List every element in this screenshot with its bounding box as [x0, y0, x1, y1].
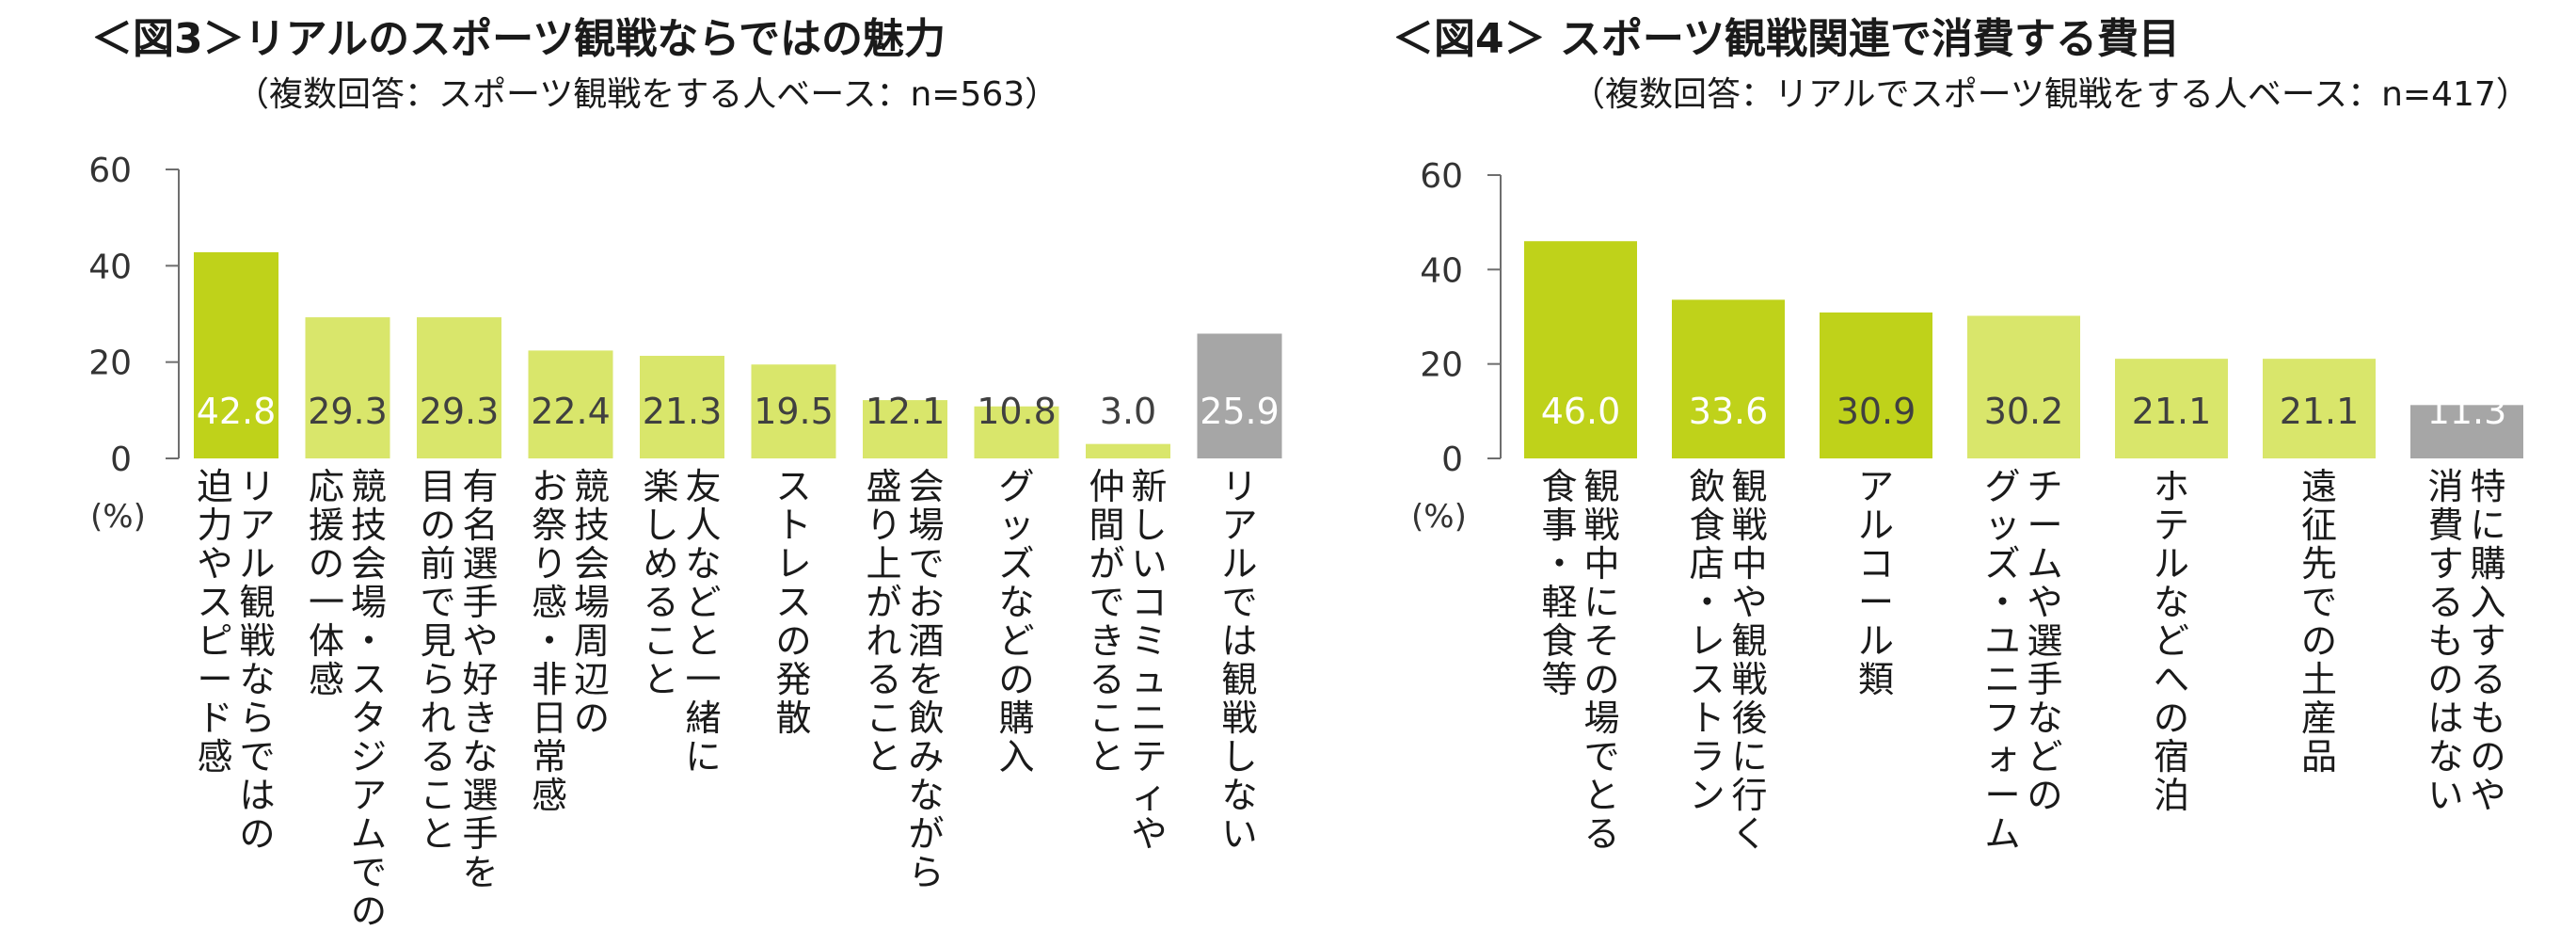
chart3-category-label: リアルでは観戦しない: [1221, 466, 1257, 855]
chart4-title: ＜図4＞ スポーツ観戦関連で消費する費目: [1392, 15, 2180, 63]
chart4-category-label: 飲食店・レストラン: [1689, 466, 1725, 816]
chart3-value-label: 21.3: [643, 391, 723, 432]
chart4-category-label: 消費するものはない: [2427, 466, 2463, 816]
chart4-bar: [1967, 315, 2080, 458]
chart3-bar: [751, 364, 836, 458]
chart4-value-label: 30.2: [1984, 391, 2064, 432]
chart3-category-label: 会場でお酒を飲みながら: [908, 466, 944, 893]
chart3-category-label: 仲間ができること: [1089, 466, 1124, 778]
chart3-bar: [974, 406, 1059, 458]
chart4-category-label: 遠征先での土産品: [2301, 466, 2337, 778]
chart3-subtitle: （複数回答：スポーツ観戦をする人ベース：n=563）: [235, 75, 1058, 114]
chart3-y-unit: (%): [90, 498, 146, 536]
chart4-value-label: 30.9: [1837, 391, 1916, 432]
chart3-value-label: 19.5: [754, 391, 834, 432]
chart3-category-label: ストレスの発散: [775, 466, 811, 739]
chart3-bar: [1086, 443, 1170, 458]
chart4-bar: [1672, 299, 1785, 458]
chart4-value-label: 46.0: [1541, 391, 1621, 432]
chart3-value-label: 29.3: [308, 391, 388, 432]
chart3-category-label: リアル観戦ならではの: [239, 466, 275, 855]
chart3-bar: [640, 356, 724, 458]
chart4-value-label: 11.3: [2427, 391, 2507, 432]
chart3-category-label: 楽しめること: [643, 466, 678, 700]
chart3-category-label: 盛り上がれること: [866, 466, 901, 778]
chart4-category-label: グッズ・ユニフォーム: [1984, 466, 2020, 855]
chart3-value-label: 25.9: [1200, 391, 1280, 432]
chart4-bar: [2410, 405, 2523, 458]
chart3-value-label: 12.1: [866, 391, 946, 432]
chart4-subtitle: （複数回答：リアルでスポーツ観戦をする人ベース：n=417）: [1571, 75, 2530, 114]
chart3-y-tick-label: 60: [88, 152, 132, 190]
chart3-category-label: グッズなどの購入: [998, 466, 1034, 778]
chart3-bar: [863, 400, 947, 458]
chart3-bar: [305, 317, 390, 458]
chart3-bar: [194, 252, 278, 458]
chart3-category-label: お祭り感・非日常感: [532, 466, 567, 816]
chart4-category-label: 特に購入するものや: [2470, 466, 2505, 816]
chart3-category-label: 新しいコミュニティや: [1131, 466, 1167, 855]
chart3-category-label: 迫力やスピード感: [197, 466, 232, 778]
chart3-category-label: 応援の一体感: [309, 466, 344, 700]
chart3-value-label: 22.4: [531, 391, 611, 432]
chart3-category-label: 目の前で見られること: [420, 466, 455, 855]
chart4-value-label: 33.6: [1689, 391, 1769, 432]
chart4-value-label: 21.1: [2280, 391, 2360, 432]
chart4-y-unit: (%): [1411, 498, 1467, 536]
chart3-value-label: 10.8: [977, 391, 1057, 432]
chart4-category-label: チームや選手などの: [2027, 466, 2062, 816]
chart3-bar: [1197, 333, 1282, 458]
chart3-bar: [417, 317, 501, 458]
chart4-category-label: 観戦中や観戦後に行く: [1731, 466, 1767, 855]
chart3-value-label: 3.0: [1100, 391, 1156, 432]
chart4-y-tick-label: 0: [1441, 441, 1463, 479]
chart3-y-tick-label: 20: [88, 345, 132, 383]
chart3-category-label: 競技会場・スタジアムでの: [351, 466, 387, 932]
chart3-value-label: 42.8: [197, 391, 277, 432]
chart3-value-label: 29.3: [420, 391, 500, 432]
chart4-bar: [1524, 241, 1637, 458]
chart3-category-label: 競技会場周辺の: [574, 466, 610, 739]
chart4-y-tick-label: 40: [1420, 251, 1463, 290]
chart3-y-tick-label: 0: [110, 441, 132, 479]
chart3-category-label: 有名選手や好きな選手を: [462, 466, 498, 893]
chart4-bar: [2115, 359, 2228, 458]
chart4-category-label: アルコール類: [1858, 466, 1894, 700]
chart4-y-tick-label: 20: [1420, 346, 1463, 385]
chart4-value-label: 21.1: [2132, 391, 2212, 432]
chart3-bar: [528, 350, 613, 458]
chart4-bar: [1820, 312, 1932, 458]
chart3-category-label: 友人などと一緒に: [685, 466, 721, 778]
chart3-title: ＜図3＞リアルのスポーツ観戦ならではの魅力: [91, 15, 946, 63]
chart4-y-tick-label: 60: [1420, 157, 1463, 196]
chart4-category-label: 食事・軽食等: [1541, 466, 1577, 700]
chart4-category-label: 観戦中にその場でとる: [1583, 466, 1619, 855]
chart3-y-tick-label: 40: [88, 248, 132, 286]
chart4-bar: [2263, 359, 2376, 458]
chart4-category-label: ホテルなどへの宿泊: [2154, 466, 2189, 816]
